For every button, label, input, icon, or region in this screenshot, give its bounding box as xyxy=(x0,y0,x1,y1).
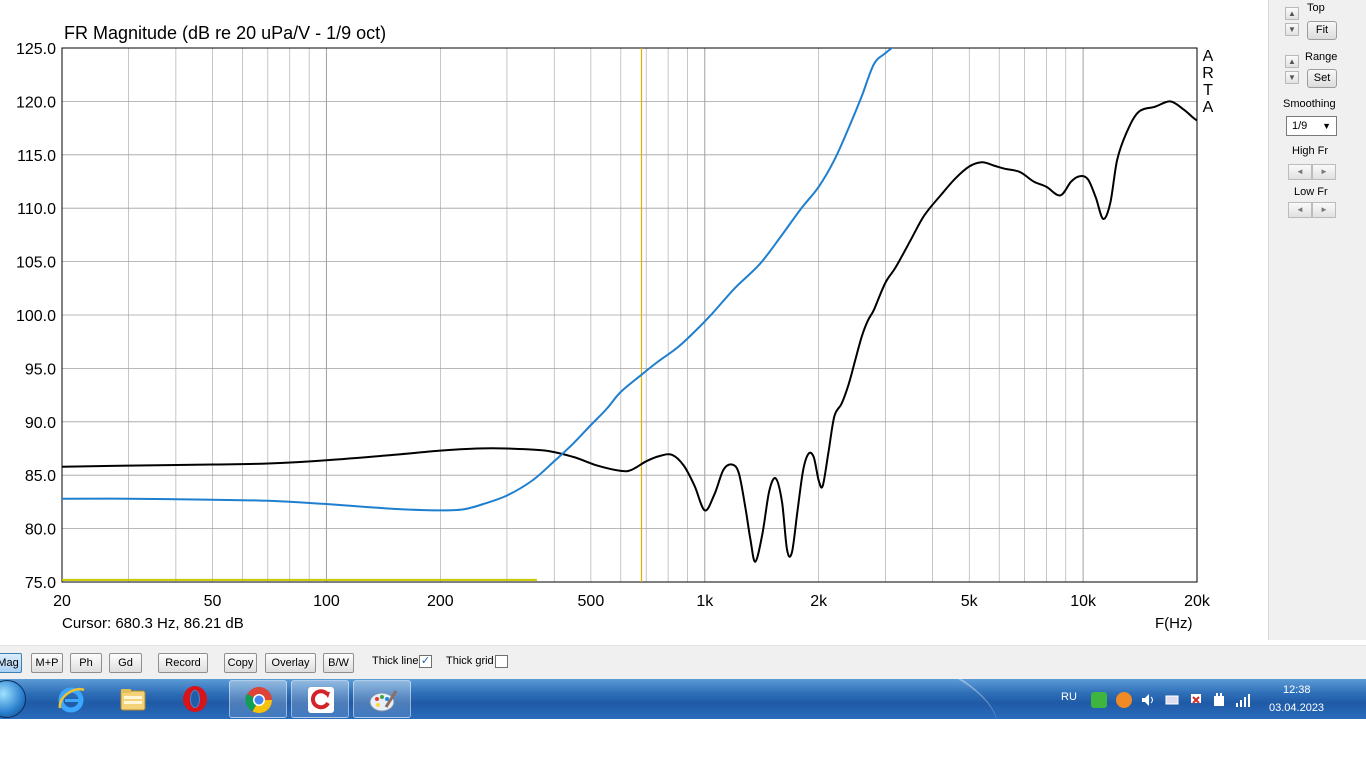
power-icon[interactable] xyxy=(1211,692,1227,708)
m-plus-p-button[interactable]: M+P xyxy=(31,653,63,673)
clock-date[interactable]: 03.04.2023 xyxy=(1269,702,1325,714)
top-up-button[interactable]: ▲ xyxy=(1285,7,1299,20)
top-down-button[interactable]: ▼ xyxy=(1285,23,1299,36)
bw-button[interactable]: B/W xyxy=(323,653,354,673)
y-tick-label: 75.0 xyxy=(25,575,56,592)
arta-logo-letter-a1: A xyxy=(1202,48,1214,65)
smoothing-select[interactable]: 1/9 ▼ xyxy=(1286,116,1337,136)
y-tick-label: 115.0 xyxy=(17,148,56,165)
start-orb[interactable] xyxy=(0,680,26,718)
cursor-readout: Cursor: 680.3 Hz, 86.21 dB xyxy=(62,615,244,632)
set-button[interactable]: Set xyxy=(1307,69,1337,88)
right-control-panel xyxy=(1268,0,1366,640)
chevron-down-icon: ▼ xyxy=(1322,121,1331,131)
phase-button[interactable]: Ph xyxy=(70,653,102,673)
overlay-button[interactable]: Overlay xyxy=(265,653,316,673)
y-tick-label: 125.0 xyxy=(16,41,56,58)
y-tick-label: 80.0 xyxy=(25,522,56,539)
thick-line-checkbox[interactable]: ✓ xyxy=(419,655,432,668)
high-fr-left-button[interactable]: ◄ xyxy=(1288,164,1312,180)
plot-area[interactable]: FR Magnitude (dB re 20 uPa/V - 1/9 oct) … xyxy=(0,0,1268,645)
x-tick-label: 1k xyxy=(696,593,714,610)
y-tick-label: 105.0 xyxy=(16,255,56,272)
low-fr-left-button[interactable]: ◄ xyxy=(1288,202,1312,218)
copy-button[interactable]: Copy xyxy=(224,653,257,673)
network-device-icon[interactable] xyxy=(1164,692,1180,708)
low-fr-label: Low Fr xyxy=(1294,186,1328,198)
chart-title: FR Magnitude (dB re 20 uPa/V - 1/9 oct) xyxy=(64,23,386,43)
x-tick-label: 5k xyxy=(961,593,979,610)
top-label: Top xyxy=(1307,2,1325,14)
taskbar-decoration xyxy=(690,679,1010,719)
x-tick-label: 50 xyxy=(204,593,222,610)
clock-time[interactable]: 12:38 xyxy=(1283,684,1311,696)
high-fr-label: High Fr xyxy=(1292,145,1329,157)
y-tick-label: 120.0 xyxy=(16,94,56,111)
y-tick-label: 85.0 xyxy=(25,468,56,485)
flag-icon[interactable] xyxy=(1188,692,1204,708)
fit-button[interactable]: Fit xyxy=(1307,21,1337,40)
thick-line-label: Thick line xyxy=(372,655,419,667)
below-taskbar-area xyxy=(0,719,1366,768)
arta-logo-letter-a2: A xyxy=(1202,99,1214,116)
volume-icon[interactable] xyxy=(1140,692,1156,708)
chrome-icon xyxy=(245,687,273,714)
range-down-button[interactable]: ▼ xyxy=(1285,71,1299,84)
y-tick-label: 95.0 xyxy=(25,361,56,378)
arta-logo-letter-t: T xyxy=(1203,82,1213,99)
y-axis-labels: 125.0 120.0 115.0 110.0 105.0 100.0 95.0 90.0 85… xyxy=(16,41,56,592)
x-tick-label: 20 xyxy=(53,593,71,610)
internet-explorer-icon xyxy=(58,687,85,713)
group-delay-button[interactable]: Gd xyxy=(109,653,142,673)
x-tick-label: 500 xyxy=(578,593,605,610)
record-button[interactable]: Record xyxy=(158,653,208,673)
language-indicator[interactable]: RU xyxy=(1061,691,1077,703)
avast-icon[interactable] xyxy=(1116,692,1132,708)
taskbar-app-active[interactable] xyxy=(291,680,349,718)
paint-icon xyxy=(369,690,398,712)
grid xyxy=(61,47,1198,583)
sync-icon[interactable] xyxy=(1091,692,1107,708)
taskbar-opera[interactable] xyxy=(166,680,224,718)
taskbar-explorer[interactable] xyxy=(104,680,162,718)
thick-grid-checkbox[interactable] xyxy=(495,655,508,668)
x-tick-label: 100 xyxy=(313,593,340,610)
taskbar-paint[interactable] xyxy=(353,680,411,718)
plot-frame xyxy=(61,47,1198,583)
x-tick-label: 20k xyxy=(1184,593,1211,610)
x-axis-labels: 20 50 100 200 500 1k 2k 5k 10k 20k xyxy=(53,593,1211,610)
blue-response-curve xyxy=(62,48,894,512)
curves xyxy=(62,48,1197,582)
arta-logo-letter-r: R xyxy=(1202,65,1214,82)
opera-icon xyxy=(183,686,207,712)
x-tick-label: 10k xyxy=(1070,593,1097,610)
y-tick-label: 100.0 xyxy=(16,308,56,325)
frequency-response-chart[interactable]: FR Magnitude (dB re 20 uPa/V - 1/9 oct) … xyxy=(0,0,1268,645)
high-fr-right-button[interactable]: ► xyxy=(1312,164,1336,180)
bottom-toolbar: Mag M+P Ph Gd Record Copy Overlay B/W Th… xyxy=(0,645,1366,679)
thick-grid-label: Thick grid xyxy=(446,655,494,667)
y-tick-label: 90.0 xyxy=(25,415,56,432)
smoothing-label: Smoothing xyxy=(1283,98,1336,110)
windows-taskbar: RU 12:38 03.04.2023 xyxy=(0,679,1366,719)
black-response-curve xyxy=(62,100,1197,563)
signal-icon[interactable] xyxy=(1235,692,1251,708)
y-tick-label: 110.0 xyxy=(17,201,56,218)
range-up-button[interactable]: ▲ xyxy=(1285,55,1299,68)
refresh-app-icon xyxy=(308,687,334,713)
x-axis-unit-label: F(Hz) xyxy=(1155,615,1193,632)
taskbar-ie[interactable] xyxy=(42,680,100,718)
smoothing-value: 1/9 xyxy=(1292,120,1308,132)
file-explorer-icon xyxy=(120,689,146,711)
range-label: Range xyxy=(1305,51,1338,63)
taskbar-chrome[interactable] xyxy=(229,680,287,718)
mag-button[interactable]: Mag xyxy=(0,653,22,673)
x-tick-label: 200 xyxy=(427,593,454,610)
low-fr-right-button[interactable]: ► xyxy=(1312,202,1336,218)
x-tick-label: 2k xyxy=(810,593,828,610)
